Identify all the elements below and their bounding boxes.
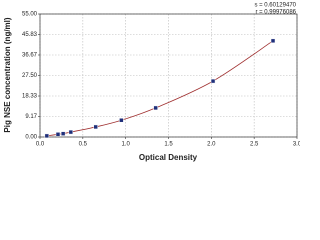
data-point [44,133,50,139]
y-tick-label: 27.50 [22,73,38,79]
y-axis-title: Pig NSE concentration (ng/ml) [3,17,12,132]
y-tick-label: 55.00 [22,12,38,18]
data-point [210,78,216,84]
x-axis-title: Optical Density [139,153,198,162]
data-point [55,132,61,137]
x-tick-label: 2.5 [250,142,259,148]
data-point [68,129,74,135]
annotation: r = 0.99976086 [255,10,296,16]
data-point [93,124,98,130]
annotation: s = 0.60129470 [254,3,296,9]
plot-frame [39,13,298,138]
y-tick-label: 45.83 [22,32,38,38]
y-tick-label: 18.33 [22,94,38,100]
data-point [60,131,66,136]
x-tick-label: 0.5 [79,142,88,148]
data-point [153,105,158,111]
x-tick-label: 2.0 [207,142,216,148]
y-tick-label: 36.67 [22,53,38,59]
y-tick-label: 9.17 [25,114,37,120]
data-point [270,38,276,44]
x-tick-label: 1.5 [164,142,173,148]
y-tick-label: 0.00 [25,135,37,141]
x-tick-label: 3.0 [293,142,300,148]
x-tick-label: 0.0 [36,142,45,148]
chart: s = 0.60129470 r = 0.99976086 Optical De… [3,3,300,163]
x-tick-label: 1.0 [121,142,130,148]
data-point [119,117,124,123]
